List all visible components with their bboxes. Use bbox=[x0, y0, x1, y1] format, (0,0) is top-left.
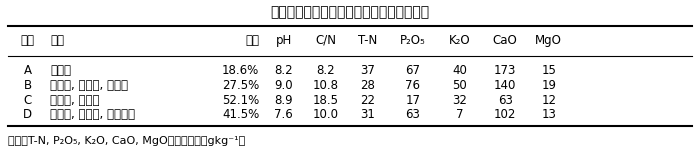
Text: 17: 17 bbox=[405, 94, 420, 107]
Text: 豚ぷん, 植物質, 牛ふん: 豚ぷん, 植物質, 牛ふん bbox=[50, 79, 128, 92]
Text: 173: 173 bbox=[494, 64, 517, 77]
Text: 18.5: 18.5 bbox=[313, 94, 339, 107]
Text: 牛ふん, 剪定枝: 牛ふん, 剪定枝 bbox=[50, 94, 99, 107]
Text: pH: pH bbox=[276, 34, 292, 47]
Text: 13: 13 bbox=[541, 108, 556, 121]
Text: C/N: C/N bbox=[315, 34, 336, 47]
Text: 50: 50 bbox=[452, 79, 467, 92]
Text: C: C bbox=[23, 94, 32, 107]
Text: 140: 140 bbox=[494, 79, 517, 92]
Text: K₂O: K₂O bbox=[449, 34, 470, 47]
Text: 水分: 水分 bbox=[246, 34, 260, 47]
Text: 鶏ふん: 鶏ふん bbox=[50, 64, 71, 77]
Text: 76: 76 bbox=[405, 79, 420, 92]
Text: 豚ぷん, バガス, 下水汚泥: 豚ぷん, バガス, 下水汚泥 bbox=[50, 108, 135, 121]
Text: 8.2: 8.2 bbox=[274, 64, 293, 77]
Text: 67: 67 bbox=[405, 64, 420, 77]
Text: 102: 102 bbox=[494, 108, 517, 121]
Text: T-N: T-N bbox=[358, 34, 377, 47]
Text: 40: 40 bbox=[452, 64, 468, 77]
Text: 27.5%: 27.5% bbox=[222, 79, 260, 92]
Text: D: D bbox=[23, 108, 32, 121]
Text: 63: 63 bbox=[498, 94, 512, 107]
Text: 52.1%: 52.1% bbox=[222, 94, 260, 107]
Text: MgO: MgO bbox=[536, 34, 562, 47]
Text: P₂O₅: P₂O₅ bbox=[400, 34, 426, 47]
Text: 8.2: 8.2 bbox=[316, 64, 335, 77]
Text: 41.5%: 41.5% bbox=[222, 108, 260, 121]
Text: 28: 28 bbox=[360, 79, 375, 92]
Text: A: A bbox=[24, 64, 32, 77]
Text: 10.8: 10.8 bbox=[313, 79, 339, 92]
Text: 表１　供試した堆肥の主たる原料と化学性: 表１ 供試した堆肥の主たる原料と化学性 bbox=[270, 5, 430, 19]
Text: 12: 12 bbox=[541, 94, 556, 107]
Text: 63: 63 bbox=[405, 108, 420, 121]
Text: 7.6: 7.6 bbox=[274, 108, 293, 121]
Text: 37: 37 bbox=[360, 64, 375, 77]
Text: 10.0: 10.0 bbox=[313, 108, 339, 121]
Text: 32: 32 bbox=[452, 94, 468, 107]
Text: 19: 19 bbox=[541, 79, 556, 92]
Text: 31: 31 bbox=[360, 108, 375, 121]
Text: 単位：T-N, P₂O₅, K₂O, CaO, MgO（乾物当たりgkg⁻¹）: 単位：T-N, P₂O₅, K₂O, CaO, MgO（乾物当たりgkg⁻¹） bbox=[8, 136, 246, 146]
Text: 堆肥: 堆肥 bbox=[20, 34, 34, 47]
Text: 18.6%: 18.6% bbox=[222, 64, 260, 77]
Text: 15: 15 bbox=[541, 64, 556, 77]
Text: B: B bbox=[24, 79, 32, 92]
Text: 原料: 原料 bbox=[50, 34, 64, 47]
Text: 22: 22 bbox=[360, 94, 375, 107]
Text: 9.0: 9.0 bbox=[274, 79, 293, 92]
Text: 8.9: 8.9 bbox=[274, 94, 293, 107]
Text: CaO: CaO bbox=[493, 34, 517, 47]
Text: 7: 7 bbox=[456, 108, 463, 121]
